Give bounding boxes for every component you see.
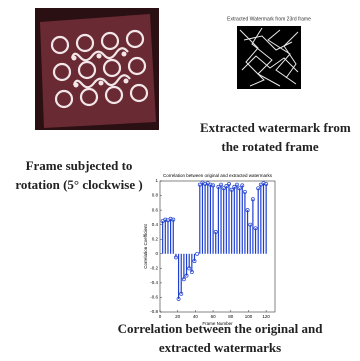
watermark-image [237,26,301,89]
caption-line: Frame subjected to [0,156,158,175]
y-tick-label: -0.6 [150,295,158,300]
y-tick-label: -0.4 [150,280,158,285]
y-axis-label: Correlation Coefficient [143,224,148,269]
y-tick-label: 0.2 [152,236,159,241]
caption-line: Correlation between the original and [80,319,360,338]
y-tick-label: 0.4 [152,222,159,227]
caption-line: extracted watermarks [80,338,360,357]
figure-page: Extracted Watermark from 23rd frame Corr… [0,0,360,361]
caption-line: rotation (5° clockwise ) [0,175,158,194]
y-tick-label: -0.2 [150,266,158,271]
caption: Correlation between the original and ext… [80,319,360,357]
watermark-image-title: Extracted Watermark from 23rd frame [227,16,311,22]
rotated-frame-photo [35,8,159,130]
y-tick-label: -0.8 [150,309,158,314]
caption: Extracted watermark from the rotated fra… [200,118,340,156]
caption-line: Extracted watermark from [200,118,340,137]
caption: Frame subjected to rotation (5° clockwis… [0,156,158,194]
caption-line: the rotated frame [200,137,340,156]
y-tick-label: 0 [155,251,158,256]
chart-title: Correlation between original and extract… [163,173,273,178]
y-tick-label: 0.6 [152,207,159,212]
